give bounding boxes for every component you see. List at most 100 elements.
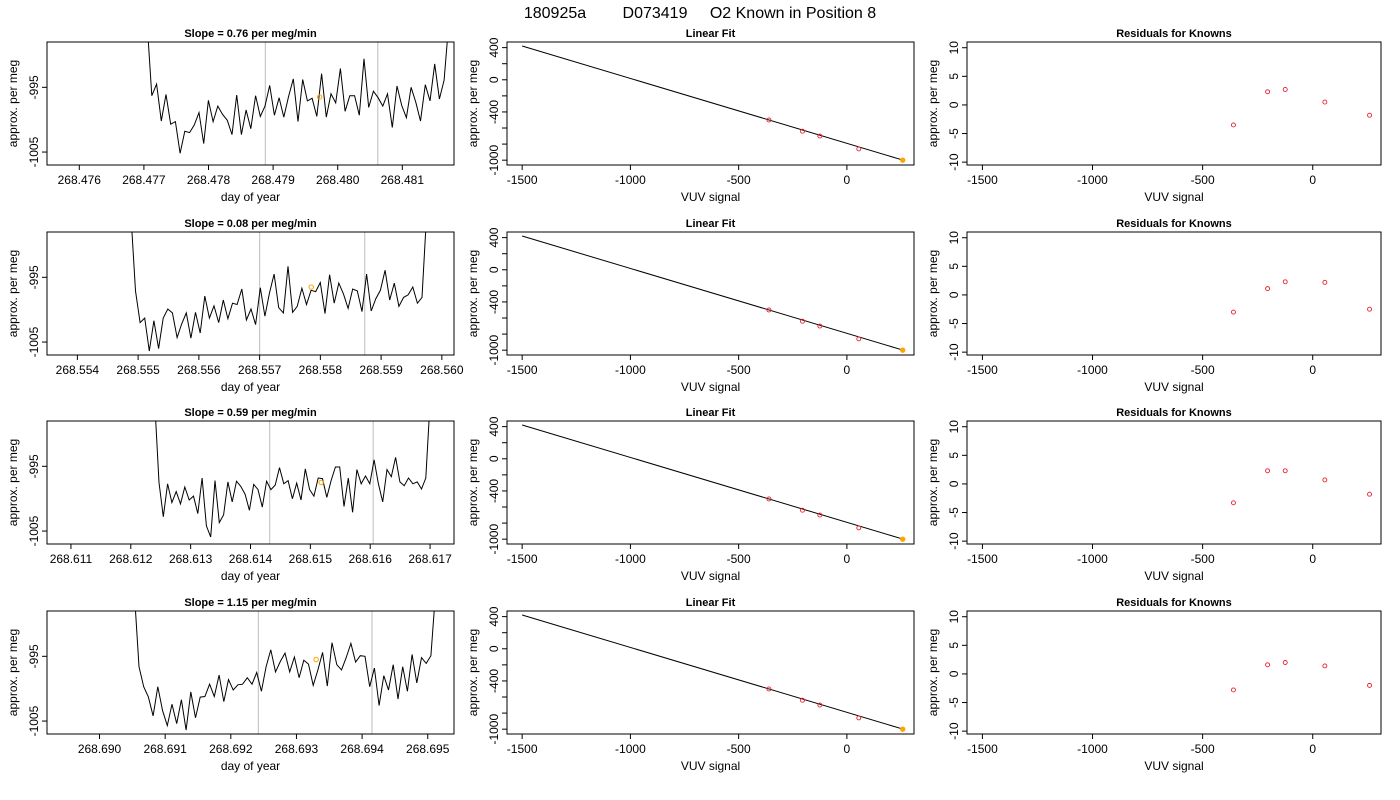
y-tick-label: 400 [487, 606, 501, 626]
x-axis-label: VUV signal [1144, 759, 1203, 773]
residual-point [1282, 660, 1288, 665]
fit-line [522, 45, 904, 161]
trace-line [131, 232, 427, 352]
x-tick-label: 268.690 [78, 742, 122, 756]
panel-r2-c1: Linear Fit VUV signal approx. per meg -1500… [466, 407, 915, 583]
y-tick-label: 10 [947, 610, 961, 624]
y-tick-label: 0 [947, 480, 961, 487]
known-point [817, 323, 823, 329]
plot-area [1231, 87, 1372, 128]
y-axis-label: approx. per meg [466, 629, 480, 716]
x-tick-label: -500 [727, 742, 751, 756]
x-tick-label: 0 [844, 173, 851, 187]
plot-area [135, 611, 435, 734]
plot-area [1231, 468, 1372, 506]
panel-r0-c2: Residuals for Knowns VUV signal approx. pe… [926, 28, 1382, 204]
x-axis-label: VUV signal [681, 759, 740, 773]
y-tick-label: 5 [947, 263, 961, 270]
known-point [856, 525, 862, 531]
panel-r2-c0: Slope = 0.59 per meg/min day of year appro… [6, 407, 455, 583]
y-tick-label: -1000 [487, 714, 501, 745]
x-axis-label: day of year [221, 759, 280, 773]
residual-point [1231, 122, 1236, 128]
y-tick-label: -5 [947, 507, 961, 518]
residual-point [1322, 477, 1328, 483]
plot-frame [506, 41, 915, 166]
panel-r3-c1: Linear Fit VUV signal approx. per meg -1500… [466, 597, 915, 773]
plot-area [522, 235, 906, 353]
panel-title: Residuals for Knowns [1116, 597, 1232, 609]
x-tick-label: -1000 [615, 173, 646, 187]
known-point [766, 686, 772, 692]
x-tick-label: 268.691 [143, 742, 187, 756]
y-tick-label: -400 [487, 479, 501, 503]
y-tick-label: -10 [947, 532, 961, 550]
fit-line [522, 235, 904, 351]
x-tick-label: 268.558 [299, 363, 343, 377]
x-tick-label: 268.481 [381, 173, 425, 187]
y-tick-label: 0 [487, 645, 501, 652]
panel-r3-c2: Residuals for Knowns VUV signal approx. pe… [926, 597, 1382, 773]
panel-title: Slope = 0.59 per meg/min [184, 407, 317, 419]
x-axis-label: day of year [221, 569, 280, 583]
y-axis-label: approx. per meg [6, 60, 20, 147]
panel-r1-c0: Slope = 0.08 per meg/min day of year appro… [6, 218, 464, 394]
known-point [856, 146, 862, 152]
y-tick-label: 0 [487, 455, 501, 462]
y-axis-label: approx. per meg [6, 439, 20, 526]
y-tick-label: -5 [947, 697, 961, 708]
x-tick-label: 0 [844, 742, 851, 756]
panel-r1-c1: Linear Fit VUV signal approx. per meg -1500… [466, 218, 915, 394]
plot-area [522, 614, 906, 732]
y-axis-label: approx. per meg [6, 250, 20, 337]
x-tick-label: -1500 [967, 173, 998, 187]
known-point [766, 496, 772, 502]
y-tick-label: -995 [27, 265, 41, 289]
trace-line [135, 611, 435, 731]
plot-frame [46, 420, 455, 545]
x-tick-label: -500 [727, 173, 751, 187]
y-tick-label: -1000 [487, 524, 501, 555]
x-tick-label: 268.480 [316, 173, 360, 187]
x-tick-label: 0 [1309, 173, 1316, 187]
y-tick-label: 0 [487, 266, 501, 273]
x-axis-label: day of year [221, 190, 280, 204]
panel-title: Residuals for Knowns [1116, 28, 1232, 40]
y-tick-label: -5 [947, 128, 961, 139]
x-tick-label: 268.612 [109, 552, 153, 566]
plot-area [1231, 279, 1372, 315]
y-tick-label: -10 [947, 153, 961, 171]
x-tick-label: 0 [1309, 552, 1316, 566]
residual-point [1265, 662, 1271, 668]
known-point [800, 128, 805, 134]
panel-title: Slope = 0.08 per meg/min [184, 218, 317, 230]
plot-area [131, 232, 427, 355]
x-tick-label: 268.556 [177, 363, 221, 377]
plot-area [522, 45, 906, 163]
y-tick-label: -995 [27, 454, 41, 478]
y-tick-label: 400 [487, 227, 501, 247]
x-tick-label: 268.615 [289, 552, 333, 566]
plot-frame [966, 231, 1382, 356]
residual-point [1322, 99, 1328, 105]
panel-title: Linear Fit [686, 28, 736, 40]
x-tick-label: 268.617 [408, 552, 452, 566]
residual-point [1322, 663, 1328, 669]
y-axis-label: approx. per meg [466, 60, 480, 147]
x-tick-label: -1000 [1077, 742, 1108, 756]
x-tick-label: 268.614 [229, 552, 273, 566]
y-axis-label: approx. per meg [6, 629, 20, 716]
x-tick-label: 268.694 [340, 742, 384, 756]
panel-title: Linear Fit [686, 407, 736, 419]
y-tick-label: -995 [27, 644, 41, 668]
plot-area [155, 421, 430, 544]
y-axis-label: approx. per meg [926, 250, 940, 337]
panel-r2-c2: Residuals for Knowns VUV signal approx. pe… [926, 407, 1382, 583]
x-tick-label: 0 [844, 363, 851, 377]
trace-line [155, 421, 430, 538]
plot-frame [506, 420, 915, 545]
x-axis-label: VUV signal [681, 190, 740, 204]
residual-point [1231, 687, 1236, 693]
x-tick-label: 268.693 [275, 742, 319, 756]
plot-frame [966, 420, 1382, 545]
